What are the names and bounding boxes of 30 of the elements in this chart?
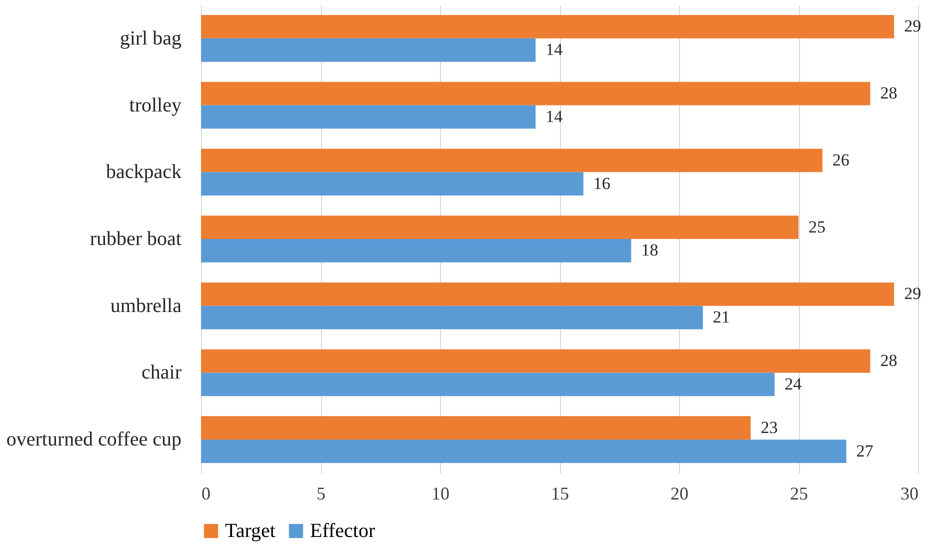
x-tick-label: 25 <box>790 484 808 504</box>
x-tick-label: 10 <box>432 484 450 504</box>
legend-label: Target <box>225 520 276 542</box>
x-tick-label: 20 <box>670 484 688 504</box>
data-label: 24 <box>784 374 802 394</box>
legend-label: Effector <box>310 520 376 542</box>
y-tick-label: backpack <box>106 161 182 184</box>
y-tick-label: chair <box>142 362 182 384</box>
data-label: 26 <box>832 150 850 170</box>
x-tick-label: 15 <box>551 484 569 504</box>
data-label: 23 <box>760 418 778 437</box>
y-tick-label: girl bag <box>120 27 182 50</box>
data-label: 29 <box>904 16 922 36</box>
y-tick-label: umbrella <box>110 294 182 317</box>
data-label: 14 <box>546 106 564 126</box>
data-label: 28 <box>880 84 898 103</box>
x-tick-label: 5 <box>316 484 326 504</box>
y-tick-label: overturned coffee cup <box>6 428 182 451</box>
data-label: 28 <box>880 351 898 370</box>
data-label: 18 <box>641 240 658 260</box>
data-label: 25 <box>808 217 826 236</box>
data-label: 29 <box>904 284 922 304</box>
x-tick-label: 0 <box>202 484 210 504</box>
data-label: 16 <box>593 174 610 193</box>
y-tick-label: rubber boat <box>90 228 182 250</box>
x-tick-label: 30 <box>900 484 918 504</box>
y-tick-label: trolley <box>129 94 182 116</box>
data-label: 27 <box>856 441 874 460</box>
data-label: 21 <box>712 308 730 327</box>
data-label: 14 <box>546 40 564 60</box>
